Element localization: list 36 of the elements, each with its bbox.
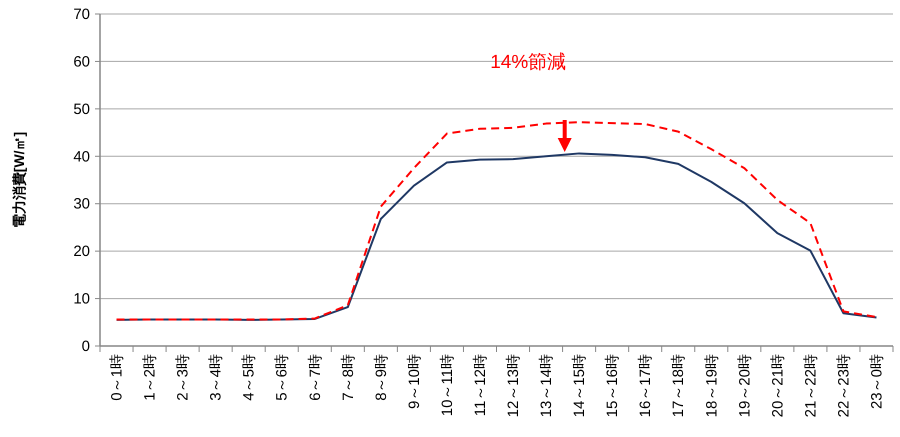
- y-tick-label: 20: [73, 243, 90, 260]
- x-tick-label: 19～20時: [736, 354, 754, 418]
- x-tick-label: 10～11時: [438, 354, 456, 416]
- x-tick-label: 7～8時: [340, 354, 357, 401]
- x-tick-label: 0～1時: [108, 354, 126, 401]
- x-tick-label: 1～2時: [142, 354, 159, 401]
- x-tick-label: 5～6時: [274, 354, 291, 401]
- y-tick-label: 40: [73, 148, 90, 166]
- x-tick-label: 14～15時: [571, 354, 588, 418]
- x-tick-label: 20～21時: [769, 354, 786, 418]
- x-tick-label: 2～3時: [174, 354, 192, 401]
- y-tick-label: 70: [73, 6, 90, 23]
- x-tick-label: 15～16時: [604, 354, 622, 418]
- y-tick-label: 0: [82, 338, 90, 355]
- x-tick-label: 22～23時: [835, 354, 852, 418]
- x-tick-label: 21～22時: [802, 354, 820, 418]
- x-tick-label: 18～19時: [703, 354, 720, 418]
- x-tick-label: 16～17時: [637, 354, 654, 418]
- x-tick-label: 23～0時: [868, 354, 886, 410]
- x-tick-label: 12～13時: [505, 354, 522, 418]
- y-tick-label: 30: [73, 196, 90, 213]
- x-tick-label: 17～18時: [670, 354, 688, 418]
- x-tick-label: 11～12時: [472, 354, 489, 416]
- y-tick-label: 60: [73, 53, 90, 70]
- y-tick-label: 10: [73, 290, 90, 308]
- x-tick-label: 9～10時: [406, 354, 423, 410]
- x-tick-label: 6～7時: [306, 354, 324, 401]
- y-axis-title: 電力消費[W/㎡]: [11, 132, 27, 228]
- x-tick-label: 3～4時: [208, 354, 225, 401]
- annotation: 14%節減: [490, 52, 566, 73]
- x-tick-label: 4～5時: [240, 354, 258, 401]
- line-series: [116, 121, 878, 320]
- y-tick-label: 50: [73, 100, 90, 118]
- x-tick-label: 13～14時: [538, 354, 556, 418]
- line-series: [116, 152, 878, 321]
- x-tick-label: 8～9時: [372, 354, 390, 401]
